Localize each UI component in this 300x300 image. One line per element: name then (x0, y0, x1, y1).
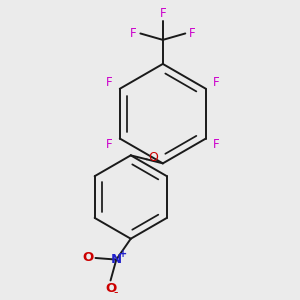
Text: F: F (106, 76, 112, 89)
Text: -: - (113, 286, 118, 299)
Text: F: F (213, 76, 220, 89)
Text: N: N (111, 253, 122, 266)
Text: F: F (106, 138, 112, 151)
Text: F: F (189, 27, 196, 40)
Text: F: F (160, 7, 166, 20)
Text: F: F (130, 27, 136, 40)
Text: O: O (83, 251, 94, 265)
Text: F: F (213, 138, 220, 151)
Text: +: + (119, 249, 128, 259)
Text: O: O (105, 282, 116, 295)
Text: O: O (148, 151, 158, 164)
